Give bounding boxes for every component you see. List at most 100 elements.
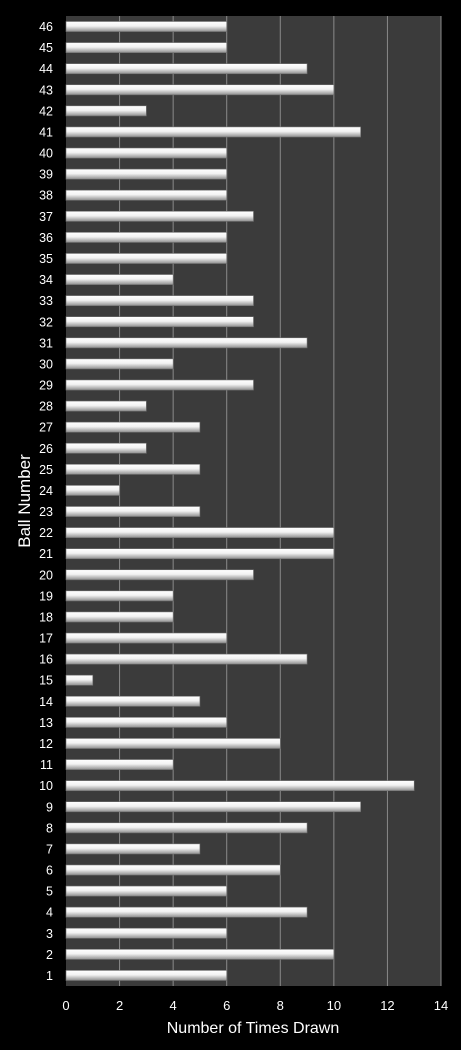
- y-tick-label: 13: [39, 716, 53, 730]
- bar-ball-13: [65, 717, 228, 728]
- bar-ball-16: [65, 653, 308, 665]
- bar-ball-21: [65, 548, 335, 560]
- x-tick-label: 14: [434, 998, 448, 1013]
- y-tick-label: 5: [46, 885, 53, 899]
- x-tick-label: 2: [116, 998, 123, 1013]
- y-tick-label: 17: [39, 632, 53, 646]
- bar-ball-28: [65, 400, 147, 412]
- y-tick-label: 35: [39, 252, 53, 266]
- bar-ball-26: [65, 442, 147, 454]
- bar-ball-22: [65, 527, 335, 538]
- x-tick-label: 12: [380, 998, 394, 1013]
- y-tick-label: 44: [39, 62, 53, 76]
- y-tick-label: 11: [40, 758, 53, 772]
- y-tick-label: 19: [39, 589, 53, 603]
- bar-ball-33: [65, 295, 254, 307]
- y-tick-label: 9: [46, 800, 53, 814]
- y-tick-label: 3: [46, 927, 53, 941]
- x-tick-labels: 0 2 4 6 8 10 12 14: [62, 998, 448, 1013]
- bar-ball-31: [65, 337, 308, 349]
- y-tick-label: 6: [46, 864, 53, 878]
- y-tick-label: 1: [46, 969, 53, 983]
- bar-ball-10: [65, 780, 415, 792]
- bar-ball-6: [65, 864, 281, 876]
- bar-ball-20: [65, 569, 254, 581]
- y-tick-label: 20: [39, 568, 53, 582]
- x-tick-label: 4: [170, 998, 177, 1013]
- bar-ball-34: [65, 274, 174, 285]
- bar-ball-1: [65, 970, 228, 981]
- y-tick-label: 42: [39, 104, 53, 118]
- y-tick-label: 31: [39, 336, 53, 350]
- bar-ball-23: [65, 506, 201, 517]
- bar-ball-8: [65, 822, 308, 834]
- y-tick-label: 39: [39, 168, 53, 182]
- bar-ball-11: [65, 759, 174, 770]
- bar-ball-43: [65, 84, 335, 96]
- bar-ball-7: [65, 843, 201, 855]
- y-tick-label: 12: [39, 737, 53, 751]
- bar-ball-25: [65, 464, 201, 475]
- y-tick-label: 24: [39, 484, 53, 498]
- y-tick-label: 32: [39, 315, 53, 329]
- bar-ball-45: [65, 42, 228, 53]
- y-tick-label: 30: [39, 357, 53, 371]
- y-tick-label: 22: [39, 526, 53, 540]
- y-tick-label: 14: [39, 695, 53, 709]
- bar-ball-19: [65, 590, 174, 602]
- y-tick-label: 37: [39, 210, 53, 224]
- bar-ball-39: [65, 168, 228, 180]
- bar-ball-4: [65, 906, 308, 918]
- bar-ball-37: [65, 210, 254, 222]
- bar-ball-27: [65, 421, 201, 433]
- bar-ball-44: [65, 63, 308, 75]
- y-axis-label: Ball Number: [15, 454, 34, 548]
- bar-ball-3: [65, 927, 228, 939]
- x-tick-label: 0: [62, 998, 69, 1013]
- y-tick-label: 45: [39, 41, 53, 55]
- y-tick-label: 46: [39, 20, 53, 34]
- y-tick-label: 10: [39, 779, 53, 793]
- bar-ball-35: [65, 253, 228, 264]
- y-tick-label: 27: [39, 421, 53, 435]
- bar-ball-14: [65, 695, 201, 707]
- bar-ball-29: [65, 379, 254, 391]
- y-tick-label: 23: [39, 505, 53, 519]
- y-tick-label: 7: [46, 842, 53, 856]
- bar-ball-9: [65, 801, 361, 813]
- y-tick-label: 18: [39, 610, 53, 624]
- y-tick-label: 29: [39, 379, 53, 393]
- y-tick-label: 41: [39, 125, 53, 139]
- y-tick-label: 33: [39, 294, 53, 308]
- bar-ball-40: [65, 147, 228, 159]
- y-tick-label: 26: [39, 442, 53, 456]
- bars: [65, 21, 415, 981]
- bar-ball-15: [65, 674, 94, 686]
- plot-area: [66, 16, 441, 986]
- y-tick-label: 8: [46, 821, 53, 835]
- y-tick-label: 16: [39, 653, 53, 667]
- bar-ball-12: [65, 738, 281, 749]
- x-tick-label: 10: [327, 998, 341, 1013]
- bar-ball-30: [65, 358, 174, 370]
- y-tick-label: 4: [46, 906, 53, 920]
- bar-ball-46: [65, 21, 228, 32]
- bar-ball-42: [65, 105, 147, 117]
- bar-ball-41: [65, 126, 361, 138]
- bar-ball-17: [65, 632, 228, 644]
- y-tick-label: 40: [39, 147, 53, 161]
- bar-ball-2: [65, 949, 335, 960]
- bar-ball-5: [65, 885, 228, 897]
- x-tick-label: 8: [277, 998, 284, 1013]
- y-tick-label: 21: [39, 547, 53, 561]
- y-tick-label: 2: [46, 948, 53, 962]
- bar-ball-18: [65, 611, 174, 623]
- y-tick-label: 43: [39, 83, 53, 97]
- y-tick-label: 38: [39, 189, 53, 203]
- bar-ball-24: [65, 485, 120, 496]
- y-tick-label: 36: [39, 231, 53, 245]
- y-tick-label: 28: [39, 400, 53, 414]
- bar-ball-38: [65, 189, 228, 201]
- y-tick-label: 15: [39, 674, 53, 688]
